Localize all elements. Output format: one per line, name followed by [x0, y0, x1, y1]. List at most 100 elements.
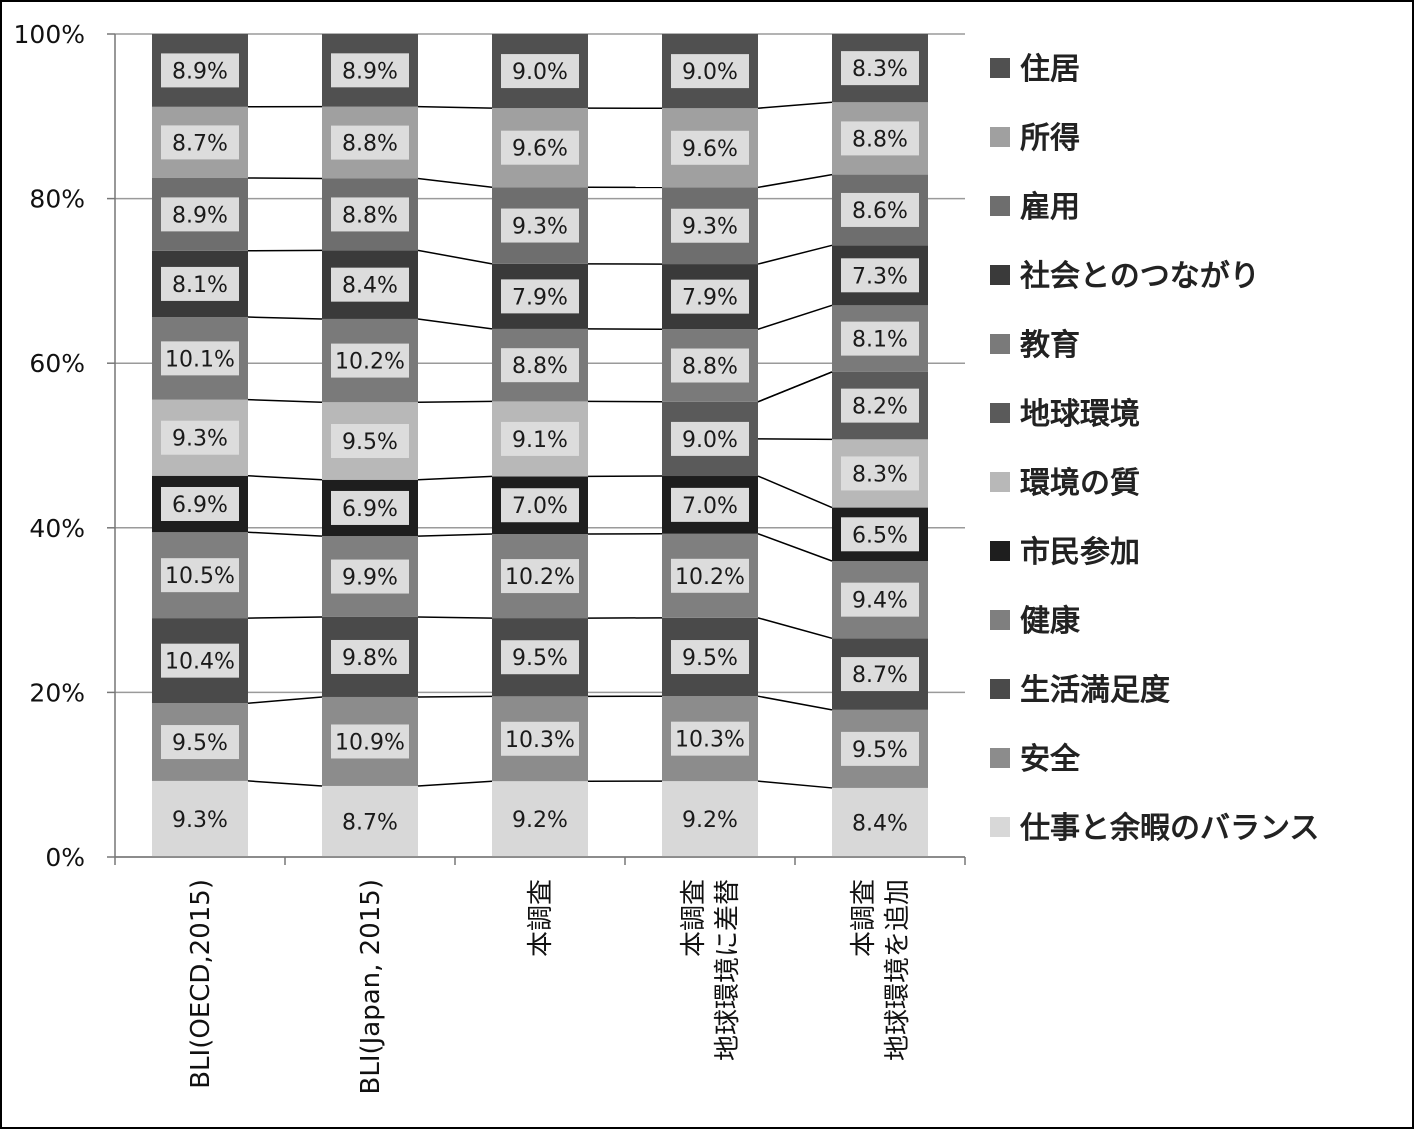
data-label-box	[501, 348, 579, 383]
data-label: 9.5%	[172, 731, 228, 756]
data-label-box	[161, 486, 239, 521]
data-label-box	[841, 321, 919, 356]
connector-line	[247, 475, 323, 481]
data-label: 9.0%	[512, 60, 568, 85]
data-label-box	[671, 348, 749, 383]
data-label-box	[671, 721, 749, 756]
data-label-box	[331, 197, 409, 232]
data-label-box	[331, 490, 409, 525]
legend-label: 雇用	[1020, 190, 1080, 225]
data-label: 8.3%	[852, 462, 908, 487]
legend-label: 安全	[1020, 742, 1081, 777]
connector-line	[417, 616, 493, 619]
legend-label: 住居	[1020, 52, 1080, 87]
data-label-box	[841, 258, 919, 293]
data-label: 9.3%	[512, 215, 568, 240]
data-label-box	[501, 279, 579, 314]
legend-swatch	[990, 748, 1010, 768]
data-label: 8.7%	[342, 810, 398, 835]
x-category-label: 本調査	[849, 879, 879, 957]
series-connector-lines	[247, 101, 833, 789]
data-label: 7.0%	[682, 494, 738, 519]
data-label: 9.8%	[342, 646, 398, 671]
data-label: 9.3%	[682, 215, 738, 240]
data-labels: 9.3% 8.7% 9.2% 9.2% 8.4% 9.5% 10.9% 10.3% 10.3% 9…	[161, 51, 919, 836]
connector-line	[417, 105, 493, 109]
data-label: 8.4%	[342, 274, 398, 299]
data-label-box	[161, 341, 239, 376]
data-label: 9.0%	[682, 428, 738, 453]
data-label: 8.9%	[172, 59, 228, 84]
connector-line	[757, 475, 833, 509]
connector-line	[417, 400, 493, 403]
data-label-box	[671, 54, 749, 89]
data-label-box	[501, 488, 579, 523]
data-label: 9.6%	[682, 137, 738, 162]
data-label-box	[841, 51, 919, 86]
data-label: 9.3%	[172, 427, 228, 452]
y-tick-label: 80%	[29, 185, 85, 214]
data-label: 9.5%	[682, 646, 738, 671]
data-label: 8.2%	[852, 395, 908, 420]
connector-line	[417, 533, 493, 537]
legend-label: 教育	[1020, 328, 1080, 363]
connector-line	[247, 616, 323, 619]
connector-line	[417, 318, 493, 330]
data-label: 9.5%	[342, 430, 398, 455]
data-label: 10.3%	[675, 728, 745, 753]
data-label-box	[331, 343, 409, 378]
bar-segment	[322, 785, 418, 857]
connector-line	[417, 249, 493, 265]
data-label-box	[161, 197, 239, 232]
legend-label: 仕事と余暇のバランス	[1019, 811, 1319, 846]
data-label-box	[841, 657, 919, 692]
data-label: 7.3%	[852, 264, 908, 289]
data-label-box	[671, 558, 749, 593]
x-category-label: BLI(OECD,2015)	[186, 879, 216, 1089]
data-label: 9.3%	[172, 808, 228, 833]
data-label: 9.2%	[682, 808, 738, 833]
data-label: 9.6%	[512, 137, 568, 162]
connector-line	[757, 244, 833, 265]
data-label-box	[841, 582, 919, 617]
connector-line	[247, 398, 323, 403]
data-label: 10.2%	[675, 565, 745, 590]
connector-line	[757, 173, 833, 189]
data-label-box	[331, 267, 409, 302]
data-label: 10.2%	[335, 350, 405, 375]
connector-line	[247, 780, 323, 787]
y-tick-label: 60%	[29, 349, 85, 378]
data-label: 7.9%	[512, 285, 568, 310]
data-label-box	[841, 192, 919, 227]
data-label: 10.2%	[505, 565, 575, 590]
data-label: 8.8%	[342, 132, 398, 157]
data-label: 8.1%	[852, 328, 908, 353]
data-label: 6.5%	[852, 523, 908, 548]
connector-line	[757, 780, 833, 789]
connector-line	[417, 177, 493, 188]
connector-line	[417, 475, 493, 481]
data-label: 8.9%	[342, 59, 398, 84]
legend: 住居所得雇用社会とのつながり教育地球環境環境の質市民参加健康生活満足度安全仕事と…	[990, 52, 1319, 846]
bar-segment	[492, 781, 588, 857]
data-label: 9.4%	[852, 589, 908, 614]
data-label-box	[671, 208, 749, 243]
data-label: 10.4%	[165, 650, 235, 675]
data-label: 9.1%	[512, 428, 568, 453]
data-label-box	[331, 125, 409, 160]
data-label: 8.4%	[852, 811, 908, 836]
legend-swatch	[990, 127, 1010, 147]
data-label: 10.9%	[335, 730, 405, 755]
x-category-label: 本調査	[679, 879, 709, 957]
legend-label: 生活満足度	[1020, 673, 1170, 708]
data-label-box	[161, 558, 239, 593]
bar-segment	[662, 781, 758, 857]
data-label-box	[671, 640, 749, 675]
data-label: 9.5%	[852, 738, 908, 763]
data-label-box	[161, 643, 239, 678]
data-label: 8.6%	[852, 199, 908, 224]
legend-swatch	[990, 610, 1010, 630]
data-label-box	[841, 121, 919, 156]
connector-line	[757, 371, 833, 403]
data-label: 9.0%	[682, 60, 738, 85]
